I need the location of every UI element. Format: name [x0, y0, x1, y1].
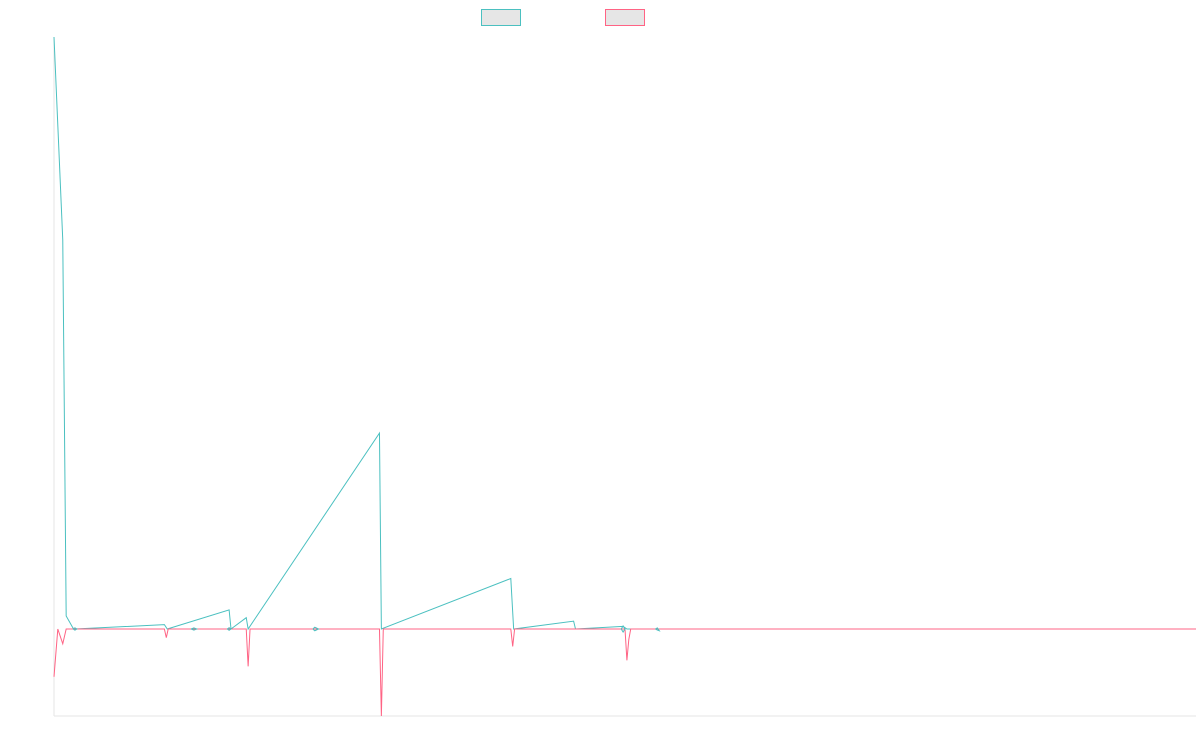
legend [481, 9, 645, 26]
legend-swatch-2 [605, 9, 645, 26]
series-line-6 [312, 626, 320, 632]
series-line-4 [190, 627, 199, 631]
series-line-5 [226, 627, 232, 631]
series-line-8 [655, 627, 661, 632]
legend-item-2[interactable] [605, 9, 645, 26]
legend-swatch-1 [481, 9, 521, 26]
series-line-7 [620, 625, 626, 633]
axes [53, 37, 1196, 717]
series-group [53, 36, 1196, 717]
series-line-3 [72, 627, 78, 631]
series-line-2 [53, 628, 1196, 717]
legend-item-1[interactable] [481, 9, 521, 26]
series-line-1 [53, 36, 1196, 631]
